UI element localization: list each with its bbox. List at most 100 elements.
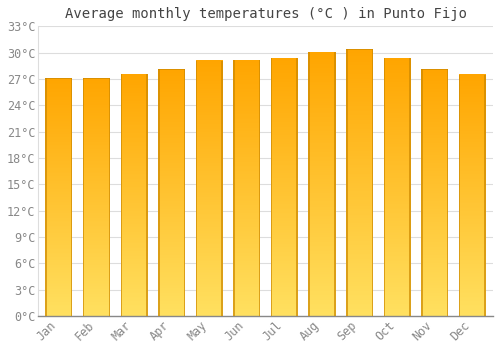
Bar [346,305,373,307]
Bar [196,307,223,309]
Bar [346,248,373,250]
Bar [384,66,410,68]
Bar [46,246,72,248]
Bar [308,97,336,99]
Bar [234,160,260,162]
Bar [46,108,72,110]
Bar [271,94,298,96]
Bar [384,82,410,84]
Bar [459,264,486,266]
Bar [46,299,72,300]
Bar [120,175,148,177]
Bar [46,164,72,165]
Bar [271,158,298,159]
Bar [271,58,298,60]
Bar [120,107,148,109]
Bar [459,158,486,160]
Bar [346,254,373,256]
Bar [46,227,72,229]
Bar [271,66,298,68]
Bar [271,146,298,147]
Bar [120,141,148,143]
Bar [46,135,72,137]
Bar [422,160,448,161]
Bar [422,209,448,211]
Bar [158,301,185,303]
Bar [384,154,410,156]
Bar [308,184,336,186]
Bar [83,289,110,290]
Bar [384,182,410,183]
Bar [234,89,260,90]
Bar [422,270,448,272]
Bar [384,144,410,146]
Bar [158,155,185,156]
Bar [346,241,373,243]
Bar [234,118,260,119]
Bar [46,287,72,289]
Bar [120,277,148,279]
Bar [234,65,260,66]
Bar [459,161,486,163]
Bar [271,180,298,182]
Bar [308,163,336,164]
Bar [271,71,298,74]
Bar [308,173,336,175]
Bar [196,287,223,289]
Bar [459,276,486,277]
Bar [308,303,336,306]
Bar [384,302,410,304]
Bar [46,156,72,158]
Bar [234,227,260,229]
Bar [46,202,72,203]
Bar [308,244,336,245]
Bar [308,281,336,282]
Bar [83,157,110,159]
Bar [384,173,410,175]
Bar [158,178,185,180]
Bar [346,190,373,191]
Bar [120,180,148,182]
Bar [271,113,298,115]
Bar [271,168,298,170]
Bar [158,217,185,219]
Bar [222,61,223,316]
Bar [271,232,298,233]
Bar [120,148,148,149]
Bar [83,256,110,257]
Bar [384,172,410,173]
Bar [120,177,148,178]
Bar [234,297,260,299]
Bar [234,214,260,215]
Bar [271,139,298,140]
Bar [83,246,110,248]
Bar [83,243,110,245]
Bar [308,296,336,298]
Bar [346,312,373,314]
Bar [384,192,410,194]
Bar [234,273,260,275]
Bar [422,308,448,309]
Bar [459,271,486,273]
Bar [346,216,373,218]
Bar [83,160,110,162]
Bar [83,187,110,189]
Bar [158,76,185,77]
Bar [46,278,72,280]
Bar [83,197,110,198]
Bar [234,304,260,306]
Bar [83,227,110,229]
Bar [384,235,410,237]
Bar [234,80,260,82]
Bar [120,74,122,316]
Bar [196,88,223,90]
Bar [271,290,298,292]
Bar [196,251,223,253]
Bar [46,289,72,290]
Bar [308,75,336,76]
Bar [422,278,448,280]
Bar [346,117,373,119]
Bar [196,297,223,299]
Bar [308,66,336,68]
Bar [271,264,298,266]
